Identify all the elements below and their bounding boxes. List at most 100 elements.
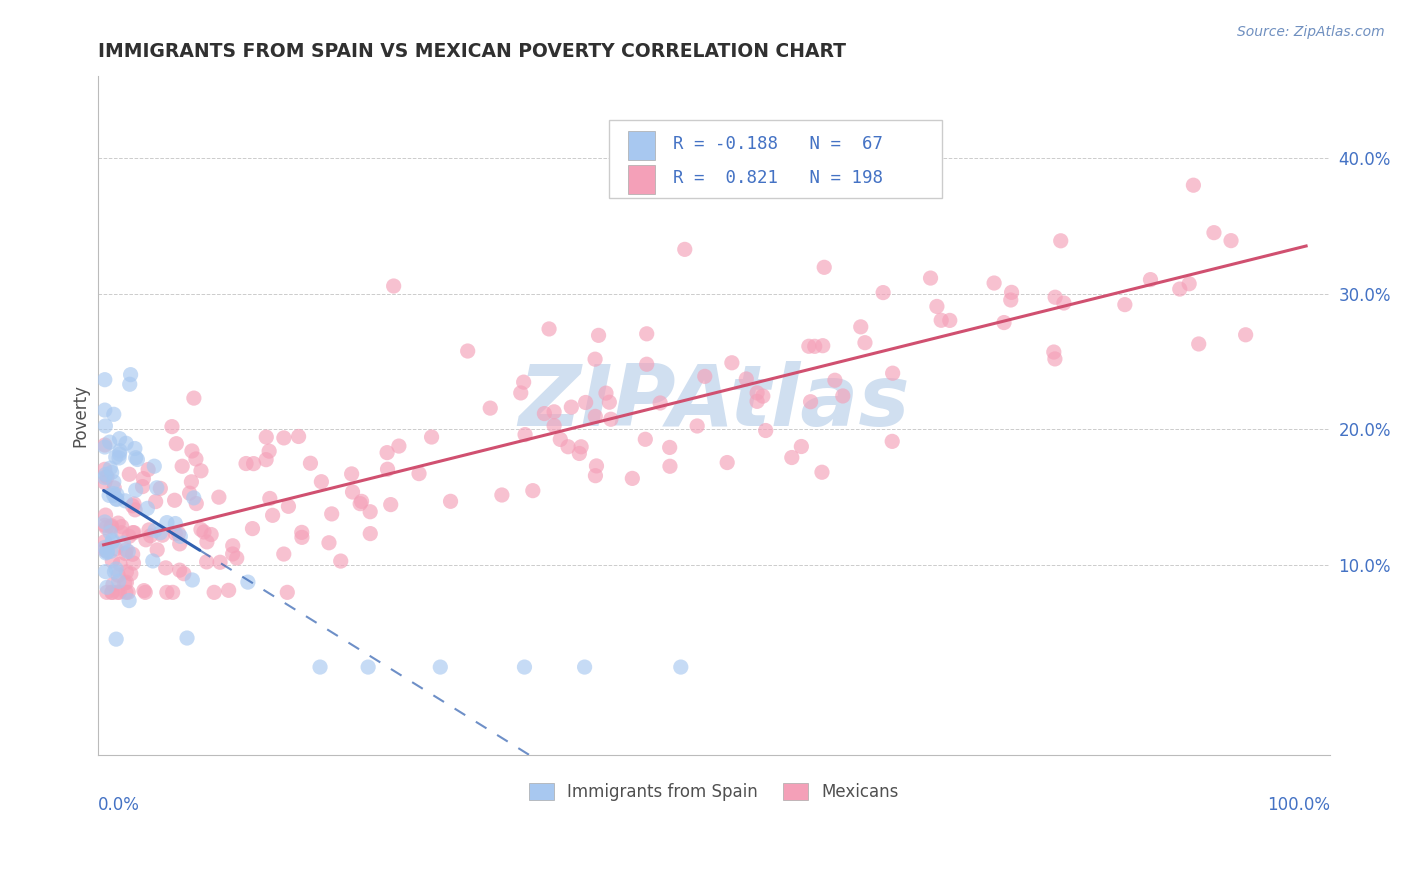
- Point: [101, 577, 124, 591]
- Point: [824, 373, 846, 387]
- Point: [96, 521, 118, 535]
- Point: [115, 543, 138, 558]
- Point: [259, 491, 281, 506]
- Point: [342, 485, 364, 500]
- Point: [105, 562, 128, 576]
- Text: IMMIGRANTS FROM SPAIN VS MEXICAN POVERTY CORRELATION CHART: IMMIGRANTS FROM SPAIN VS MEXICAN POVERTY…: [97, 42, 845, 61]
- Point: [108, 443, 131, 458]
- Point: [929, 313, 952, 327]
- Point: [669, 660, 692, 674]
- Point: [797, 339, 820, 353]
- Point: [146, 481, 169, 495]
- Point: [127, 452, 149, 467]
- Point: [621, 471, 644, 485]
- Point: [208, 490, 231, 504]
- Point: [583, 352, 606, 367]
- Point: [94, 543, 117, 558]
- Point: [100, 585, 122, 599]
- Point: [721, 356, 744, 370]
- Point: [329, 554, 352, 568]
- Point: [122, 556, 145, 570]
- Point: [117, 544, 139, 558]
- Point: [165, 436, 187, 450]
- Point: [920, 271, 942, 285]
- Point: [108, 450, 131, 465]
- Point: [568, 446, 591, 460]
- Point: [1234, 327, 1257, 342]
- Point: [533, 407, 555, 421]
- Point: [569, 440, 592, 454]
- Point: [96, 545, 118, 559]
- Point: [388, 439, 411, 453]
- Point: [117, 585, 139, 599]
- Point: [118, 593, 141, 607]
- Point: [118, 467, 141, 482]
- Point: [242, 522, 264, 536]
- Point: [139, 529, 162, 543]
- Point: [636, 326, 658, 341]
- Point: [202, 585, 225, 599]
- Point: [132, 472, 155, 486]
- Point: [94, 546, 117, 560]
- Point: [104, 450, 127, 464]
- Point: [111, 525, 134, 540]
- Point: [143, 459, 166, 474]
- Point: [429, 660, 451, 674]
- Point: [156, 585, 179, 599]
- Point: [853, 335, 876, 350]
- Point: [100, 466, 122, 480]
- Text: 0.0%: 0.0%: [97, 796, 139, 814]
- Point: [180, 475, 202, 489]
- Point: [350, 494, 373, 508]
- Point: [179, 486, 201, 500]
- Point: [94, 518, 117, 533]
- Point: [94, 403, 117, 417]
- Point: [273, 431, 295, 445]
- Point: [872, 285, 894, 300]
- Point: [209, 555, 232, 569]
- Point: [509, 386, 531, 401]
- Point: [94, 470, 117, 484]
- Point: [125, 483, 148, 498]
- Point: [349, 497, 371, 511]
- Point: [108, 557, 131, 571]
- Point: [538, 322, 561, 336]
- Point: [382, 279, 405, 293]
- Point: [780, 450, 803, 465]
- Point: [101, 585, 124, 599]
- Point: [658, 441, 681, 455]
- Point: [221, 547, 243, 561]
- Point: [882, 434, 904, 449]
- Point: [513, 660, 536, 674]
- Point: [1220, 234, 1243, 248]
- Point: [105, 632, 128, 647]
- Point: [173, 566, 195, 581]
- Point: [183, 491, 205, 505]
- Point: [357, 660, 380, 674]
- Point: [1182, 178, 1205, 193]
- Point: [143, 524, 166, 538]
- Point: [1000, 285, 1022, 300]
- Point: [121, 547, 143, 561]
- Point: [169, 537, 191, 551]
- Point: [145, 494, 167, 508]
- Point: [745, 394, 768, 409]
- Point: [136, 501, 159, 516]
- Point: [222, 539, 245, 553]
- Point: [599, 412, 621, 426]
- Point: [291, 525, 314, 540]
- Point: [1168, 282, 1191, 296]
- Point: [235, 457, 257, 471]
- Point: [122, 497, 145, 511]
- Point: [94, 534, 117, 549]
- Point: [595, 386, 617, 401]
- Point: [103, 486, 125, 500]
- Point: [115, 585, 138, 599]
- Point: [588, 328, 610, 343]
- Point: [309, 660, 332, 674]
- Point: [543, 418, 565, 433]
- Point: [96, 544, 118, 558]
- Point: [107, 568, 129, 582]
- Point: [752, 389, 775, 403]
- Text: R =  0.821   N = 198: R = 0.821 N = 198: [673, 169, 883, 187]
